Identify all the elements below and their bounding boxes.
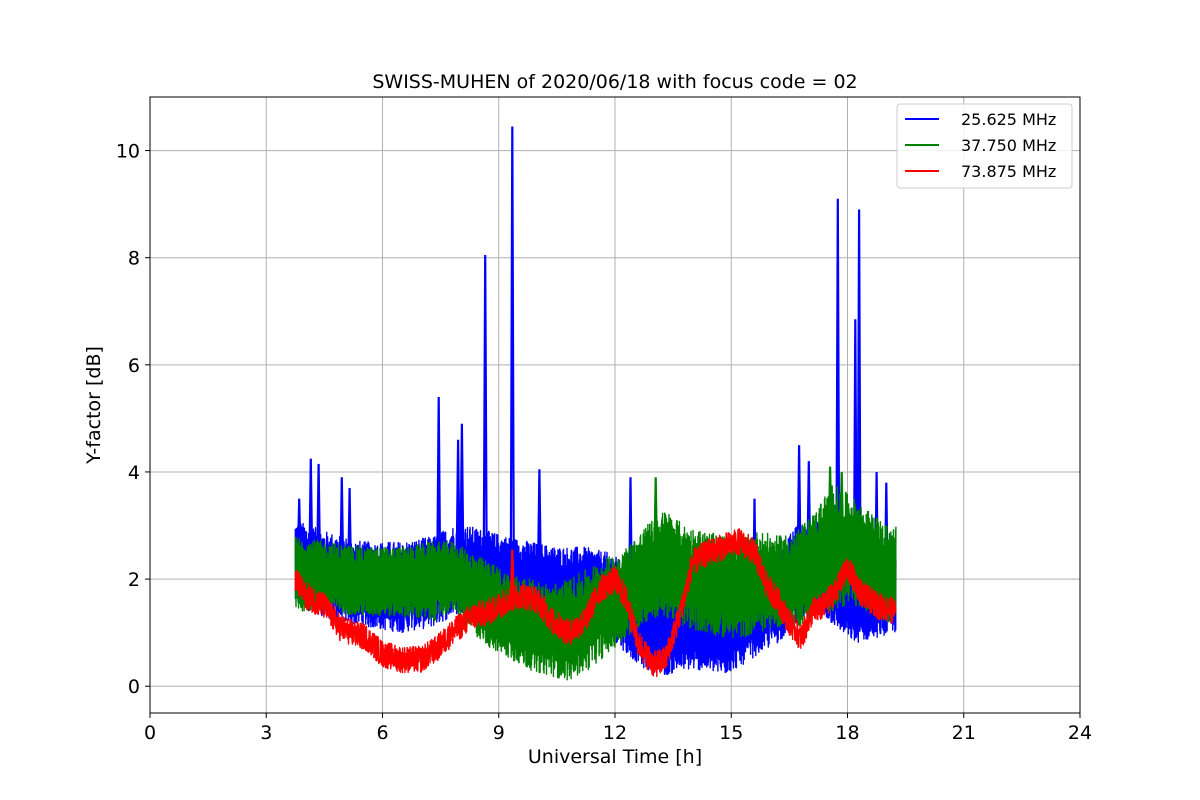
data-point: [509, 126, 515, 576]
legend-label: 37.750 MHz: [961, 136, 1056, 155]
data-point: [455, 439, 461, 571]
series-line: [294, 485, 897, 681]
data-point: [536, 469, 542, 582]
x-tick-label: 0: [144, 722, 156, 744]
x-tick-label: 6: [376, 722, 388, 744]
x-tick-label: 9: [493, 722, 505, 744]
series-37-750-mhz: [294, 466, 897, 681]
y-axis-ticks: 0 2 4 6 8 10: [116, 141, 150, 698]
legend-box: [896, 103, 1073, 189]
data-point: [509, 549, 515, 599]
y-tick-label: 4: [128, 462, 140, 484]
data-point: [835, 198, 841, 597]
x-tick-label: 24: [1068, 722, 1092, 744]
data-point: [839, 471, 845, 549]
data-point: [653, 477, 659, 569]
data-point: [482, 254, 488, 571]
chart-title: SWISS-MUHEN of 2020/06/18 with focus cod…: [372, 71, 857, 93]
x-tick-label: 21: [952, 722, 976, 744]
y-tick-label: 0: [128, 676, 140, 698]
y-tick-label: 10: [116, 141, 140, 163]
data-point: [339, 477, 345, 579]
x-tick-label: 15: [719, 722, 743, 744]
x-axis-ticks: 0 3 6 9 12 15 18 21 24: [144, 713, 1092, 744]
y-tick-label: 2: [128, 569, 140, 591]
x-tick-label: 3: [260, 722, 272, 744]
legend-label: 73.875 MHz: [961, 162, 1056, 181]
y-tick-label: 6: [128, 355, 140, 377]
data-point: [316, 463, 322, 572]
data-point: [436, 396, 442, 579]
x-axis-label: Universal Time [h]: [528, 746, 702, 768]
legend: 25.625 MHz 37.750 MHz 73.875 MHz: [896, 103, 1073, 189]
data-point: [856, 209, 862, 607]
series-73-875-mhz: [294, 528, 897, 678]
series-layer: [294, 126, 897, 681]
y-tick-label: 8: [128, 248, 140, 270]
legend-label: 25.625 MHz: [961, 110, 1056, 129]
y-axis-label: Y-factor [dB]: [83, 346, 105, 465]
series-line: [294, 528, 897, 678]
data-point: [308, 458, 314, 569]
x-tick-label: 12: [603, 722, 627, 744]
data-point: [459, 423, 465, 570]
x-tick-label: 18: [835, 722, 859, 744]
data-point: [827, 466, 833, 550]
